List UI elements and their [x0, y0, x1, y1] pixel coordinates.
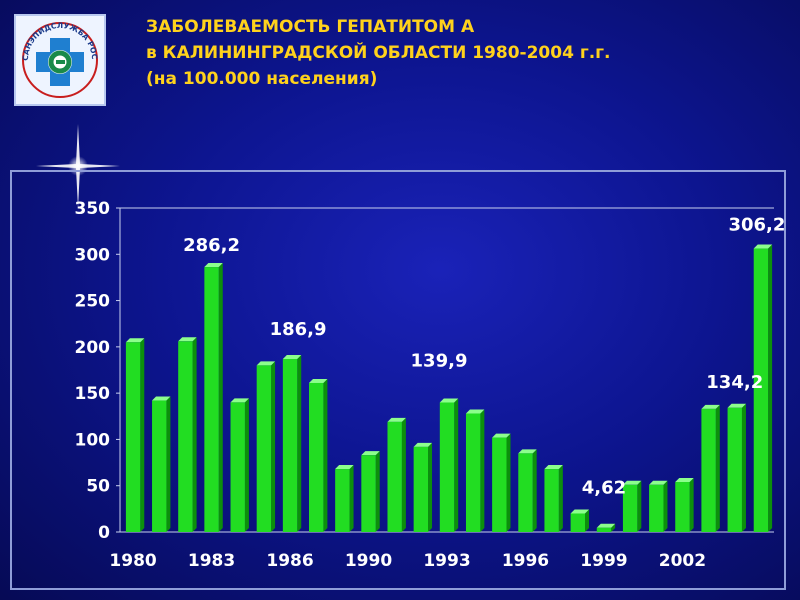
data-label: 134,2 — [706, 372, 763, 393]
y-tick-label: 0 — [98, 523, 110, 543]
x-tick-label: 1980 — [109, 551, 156, 571]
bar — [649, 480, 668, 532]
bar — [439, 398, 459, 532]
logo: ГОССАНЭПИДСЛУЖБА РОССИИ — [13, 9, 106, 106]
bar — [230, 398, 249, 532]
x-tick-label: 1993 — [423, 551, 470, 571]
bar — [675, 478, 694, 532]
bar-chart: 0 50 100 150 200 250 300 350 1980 1983 1986 1990 199… — [75, 199, 785, 571]
bar — [335, 465, 354, 532]
bar — [465, 409, 485, 532]
bar — [413, 442, 433, 532]
y-tick-label: 100 — [75, 430, 111, 450]
y-tick-label: 300 — [75, 245, 111, 265]
y-tick-label: 350 — [75, 199, 111, 219]
bar — [596, 523, 616, 532]
y-tick-label: 50 — [86, 477, 110, 497]
page-title: ЗАБОЛЕВАЕМОСТЬ ГЕПАТИТОМ А в КАЛИНИНГРАД… — [146, 14, 611, 92]
bar — [178, 337, 197, 532]
bar — [204, 263, 223, 532]
bar — [125, 338, 145, 532]
bar — [361, 451, 380, 532]
x-tick-label: 1986 — [266, 551, 313, 571]
emblem-icon: ГОССАНЭПИДСЛУЖБА РОССИИ — [13, 9, 99, 98]
data-label: 286,2 — [183, 235, 240, 256]
data-label: 186,9 — [270, 319, 327, 340]
bar — [701, 404, 720, 532]
data-label: 139,9 — [411, 350, 468, 371]
y-tick-label: 150 — [75, 384, 111, 404]
bar — [492, 433, 511, 532]
bar — [727, 403, 746, 532]
bar — [309, 378, 328, 532]
data-label: 4,62 — [582, 478, 626, 499]
data-label: 306,2 — [728, 215, 784, 236]
y-tick-label: 200 — [75, 338, 111, 358]
chart-panel: 0 50 100 150 200 250 300 350 1980 1983 1986 1990 199… — [10, 170, 786, 590]
bar — [622, 480, 642, 532]
title-line-1: ЗАБОЛЕВАЕМОСТЬ ГЕПАТИТОМ А — [146, 17, 475, 37]
bar — [256, 361, 276, 532]
bar — [753, 244, 773, 532]
bar — [544, 465, 563, 532]
bar — [570, 509, 589, 532]
x-tick-label: 1983 — [188, 551, 235, 571]
x-tick-label: 1999 — [580, 551, 627, 571]
title-line-3: (на 100.000 населения) — [146, 69, 378, 89]
bar — [152, 396, 171, 532]
bar — [518, 449, 537, 532]
bar — [282, 354, 302, 532]
x-tick-label: 1990 — [345, 551, 392, 571]
x-tick-label: 2002 — [659, 551, 706, 571]
x-tick-label: 1996 — [502, 551, 549, 571]
bar — [387, 417, 406, 532]
title-line-2: в КАЛИНИНГРАДСКОЙ ОБЛАСТИ 1980-2004 г.г. — [146, 43, 611, 63]
y-tick-label: 250 — [75, 292, 111, 312]
